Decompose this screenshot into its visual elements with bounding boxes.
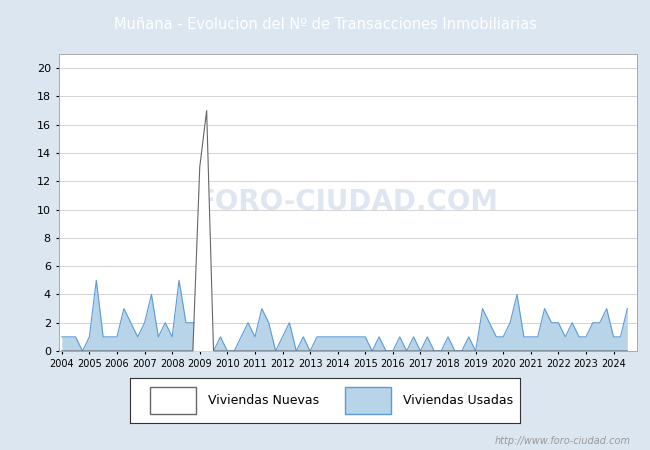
Text: http://www.foro-ciudad.com: http://www.foro-ciudad.com	[495, 436, 630, 446]
FancyBboxPatch shape	[150, 387, 196, 414]
Text: Viviendas Usadas: Viviendas Usadas	[403, 394, 513, 407]
Text: Viviendas Nuevas: Viviendas Nuevas	[208, 394, 319, 407]
Text: Muñana - Evolucion del Nº de Transacciones Inmobiliarias: Muñana - Evolucion del Nº de Transaccion…	[114, 17, 536, 32]
Text: FORO-CIUDAD.COM: FORO-CIUDAD.COM	[197, 189, 499, 216]
FancyBboxPatch shape	[344, 387, 391, 414]
